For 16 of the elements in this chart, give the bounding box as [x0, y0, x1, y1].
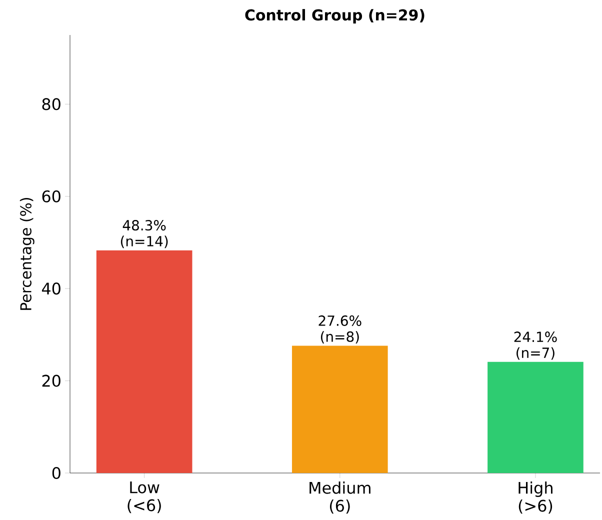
data-label: 27.6% (n=8) — [318, 315, 362, 344]
y-tick-label: 80 — [42, 98, 60, 110]
y-tick-label: 0 — [52, 466, 60, 480]
data-label: 24.1% (n=7) — [514, 332, 557, 360]
data-label: 48.3% (n=14) — [120, 220, 168, 248]
x-tick-label: High (>6) — [518, 482, 552, 514]
bar — [292, 346, 388, 473]
y-tick-label: 20 — [42, 374, 60, 387]
x-tick-label: Low (<6) — [128, 482, 161, 514]
x-tick-label: Medium (6) — [310, 482, 370, 514]
y-axis-title: Percentage (%) — [20, 198, 34, 310]
chart-title: Control Group (n=29) — [245, 9, 424, 24]
bar — [488, 362, 584, 473]
bar — [96, 250, 192, 473]
y-tick-label: 40 — [42, 282, 60, 295]
y-tick-label: 60 — [42, 190, 60, 202]
